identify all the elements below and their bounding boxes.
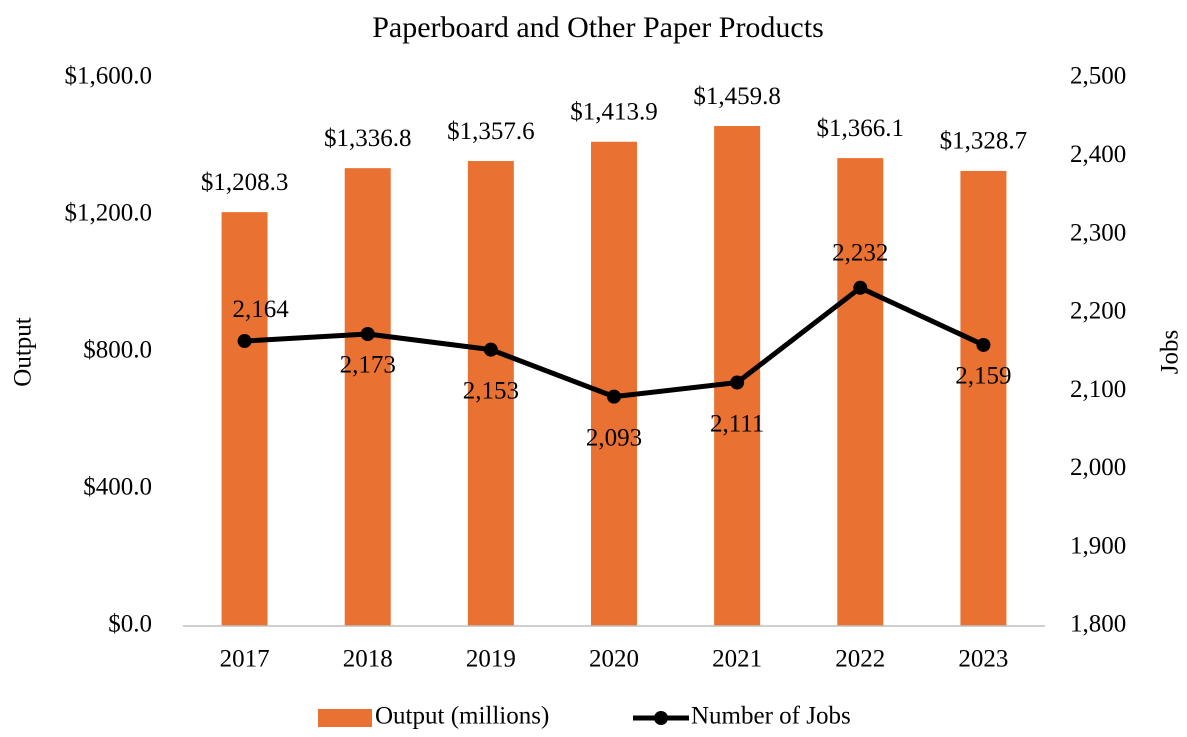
y2-tick-label: 2,500	[1070, 63, 1126, 90]
y-tick-label: $800.0	[83, 337, 152, 364]
bar-value-label: $1,459.8	[693, 83, 781, 110]
bar-value-label: $1,328.7	[940, 128, 1028, 155]
x-tick-label: 2018	[343, 646, 393, 673]
y2-tick-label: 2,000	[1070, 454, 1126, 481]
line-marker	[730, 375, 745, 390]
y-tick-label: $1,600.0	[65, 63, 153, 90]
chart-title: Paperboard and Other Paper Products	[372, 11, 824, 44]
line-value-label: 2,111	[710, 410, 764, 437]
line-value-label: 2,159	[955, 363, 1011, 390]
line-value-label: 2,232	[832, 240, 888, 267]
y-tick-label: $0.0	[108, 611, 152, 638]
legend-label: Output (millions)	[375, 703, 549, 730]
y-tick-label: $400.0	[83, 474, 152, 501]
line-value-label: 2,153	[463, 377, 519, 404]
y2-tick-label: 2,300	[1070, 219, 1126, 246]
y2-tick-label: 1,800	[1070, 611, 1126, 638]
bar	[221, 212, 268, 626]
legend-marker	[654, 711, 668, 725]
line-marker	[853, 280, 868, 295]
x-tick-label: 2023	[958, 646, 1008, 673]
line-marker	[483, 342, 498, 357]
line-value-label: 2,173	[340, 352, 396, 379]
bar-value-label: $1,336.8	[324, 125, 412, 152]
bar	[591, 141, 637, 626]
legend-swatch	[318, 709, 372, 727]
x-tick-label: 2021	[712, 646, 762, 673]
x-tick-label: 2019	[466, 646, 516, 673]
bar	[344, 168, 391, 626]
bar-value-label: $1,413.9	[570, 98, 658, 125]
line-marker	[237, 334, 252, 349]
y2-tick-label: 1,900	[1070, 532, 1126, 559]
bar-value-label: $1,366.1	[817, 115, 905, 142]
bar	[960, 170, 1007, 627]
bar	[837, 158, 884, 626]
line-marker	[360, 326, 375, 341]
bar-value-label: $1,208.3	[201, 169, 289, 196]
x-tick-label: 2022	[835, 646, 885, 673]
x-tick-label: 2017	[220, 646, 270, 673]
line-value-label: 2,164	[232, 296, 289, 323]
line-value-label: 2,093	[586, 424, 642, 451]
y2-tick-label: 2,400	[1070, 141, 1126, 168]
y-axis-title: Output	[10, 317, 37, 387]
y2-axis-title: Jobs	[1157, 330, 1184, 374]
legend-label: Number of Jobs	[691, 703, 851, 730]
y2-tick-label: 2,100	[1070, 376, 1126, 403]
bar-value-label: $1,357.6	[447, 118, 535, 145]
y2-tick-label: 2,200	[1070, 298, 1126, 325]
x-tick-label: 2020	[589, 646, 639, 673]
y-tick-label: $1,200.0	[65, 200, 153, 227]
line-marker	[976, 337, 991, 352]
line-marker	[607, 389, 621, 404]
bar	[467, 161, 514, 626]
